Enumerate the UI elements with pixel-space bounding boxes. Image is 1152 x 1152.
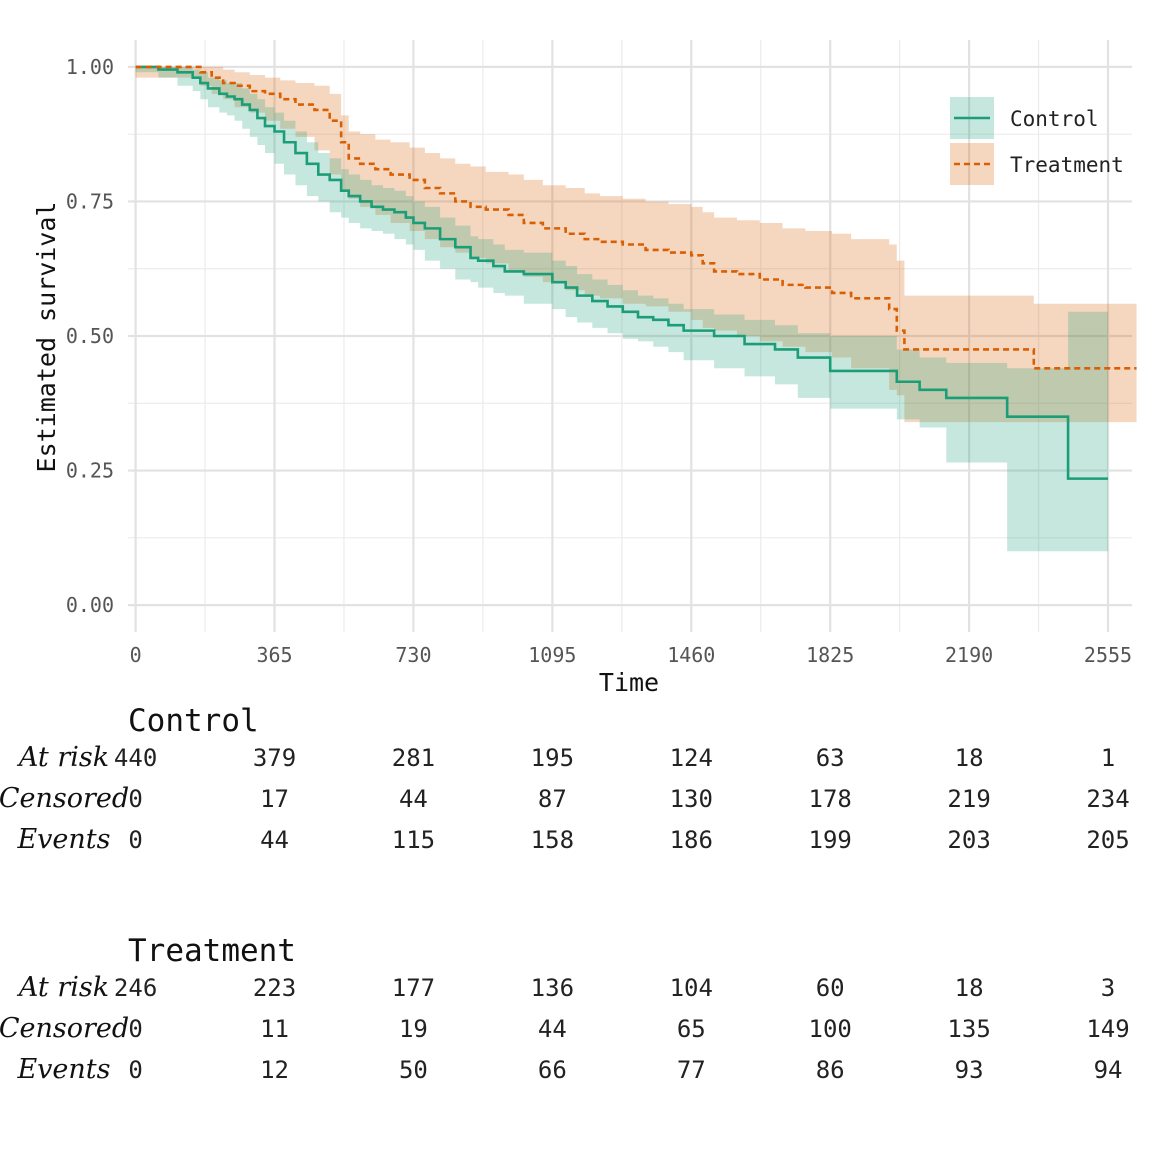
y-tick-label: 0.50 [66,324,114,348]
risk-table-cell: 199 [809,826,852,854]
risk-table-cell: 100 [809,1015,852,1043]
risk-table-cell: 94 [1094,1056,1123,1084]
risk-table-cell: 246 [114,974,157,1002]
risk-table-cell: 205 [1086,826,1129,854]
x-axis-ticks: 0 365 730 1095 1460 1825 2190 2555 [130,643,1133,667]
survival-curves [135,65,1137,480]
risk-table-cell: 87 [538,785,567,813]
risk-row-label: Events [16,1054,110,1085]
risk-table-cell: 44 [538,1015,567,1043]
risk-table-cell: 136 [531,974,574,1002]
risk-table-cell: 93 [955,1056,984,1084]
risk-table-cell: 149 [1086,1015,1129,1043]
risk-table-cell: 135 [947,1015,990,1043]
survival-curve-treatment [135,65,1137,370]
survival-curve-control [135,65,1109,480]
risk-table-cell: 223 [253,974,296,1002]
risk-table-cell: 115 [392,826,435,854]
risk-table-cell: 130 [670,785,713,813]
risk-table-cell: 44 [260,826,289,854]
risk-row-label: At risk [16,972,109,1003]
risk-table-cell: 50 [399,1056,428,1084]
ci-band-treatment [135,66,1137,423]
risk-table-cell: 158 [531,826,574,854]
risk-table-cell: 186 [670,826,713,854]
risk-table-cell: 19 [399,1015,428,1043]
risk-table-cell: 17 [260,785,289,813]
y-axis-ticks: 0.00 0.25 0.50 0.75 1.00 [66,55,114,617]
risk-table-cell: 379 [253,744,296,772]
x-tick-label: 1460 [667,643,715,667]
risk-table-cell: 60 [816,974,845,1002]
x-tick-label: 2190 [945,643,993,667]
risk-row-label: Censored [0,783,129,814]
x-axis-title: Time [599,668,659,697]
risk-table-cell: 0 [128,1015,142,1043]
risk-table-cell: 195 [531,744,574,772]
risk-row-label: Censored [0,1013,129,1044]
legend: Control Treatment [950,97,1124,185]
risk-table-cell: 11 [260,1015,289,1043]
risk-table-title-treatment: Treatment [128,933,296,969]
risk-table-cell: 66 [538,1056,567,1084]
risk-table-cell: 177 [392,974,435,1002]
risk-table-cell: 18 [955,744,984,772]
risk-table-cell: 440 [114,744,157,772]
risk-table-cell: 0 [128,826,142,854]
risk-table-cell: 104 [670,974,713,1002]
risk-table-title-control: Control [128,703,259,739]
risk-table-cell: 219 [947,785,990,813]
y-tick-label: 0.00 [66,593,114,617]
y-tick-label: 0.25 [66,459,114,483]
risk-table-cell: 1 [1101,744,1115,772]
legend-label-control: Control [1010,107,1099,131]
y-tick-label: 0.75 [66,189,114,213]
x-tick-label: 2555 [1084,643,1132,667]
risk-table-cell: 281 [392,744,435,772]
risk-table-cell: 0 [128,785,142,813]
risk-table-cell: 124 [670,744,713,772]
x-tick-label: 1825 [806,643,854,667]
grid [128,40,1132,632]
y-axis-title: Estimated survival [32,202,61,473]
risk-table-cell: 234 [1086,785,1129,813]
risk-table-cell: 77 [677,1056,706,1084]
confidence-bands [135,66,1137,552]
x-tick-label: 730 [395,643,431,667]
risk-table-cell: 86 [816,1056,845,1084]
y-tick-label: 1.00 [66,55,114,79]
risk-table-cell: 178 [809,785,852,813]
risk-table-cell: 203 [947,826,990,854]
risk-table-cell: 0 [128,1056,142,1084]
risk-table-cell: 12 [260,1056,289,1084]
risk-table-cell: 18 [955,974,984,1002]
x-tick-label: 365 [256,643,292,667]
x-tick-label: 1095 [528,643,576,667]
risk-table-cell: 44 [399,785,428,813]
risk-table-cell: 63 [816,744,845,772]
risk-table-cell: 65 [677,1015,706,1043]
risk-table-cell: 3 [1101,974,1115,1002]
risk-row-label: Events [16,824,110,855]
risk-row-label: At risk [16,742,109,773]
legend-label-treatment: Treatment [1010,153,1124,177]
x-tick-label: 0 [130,643,142,667]
